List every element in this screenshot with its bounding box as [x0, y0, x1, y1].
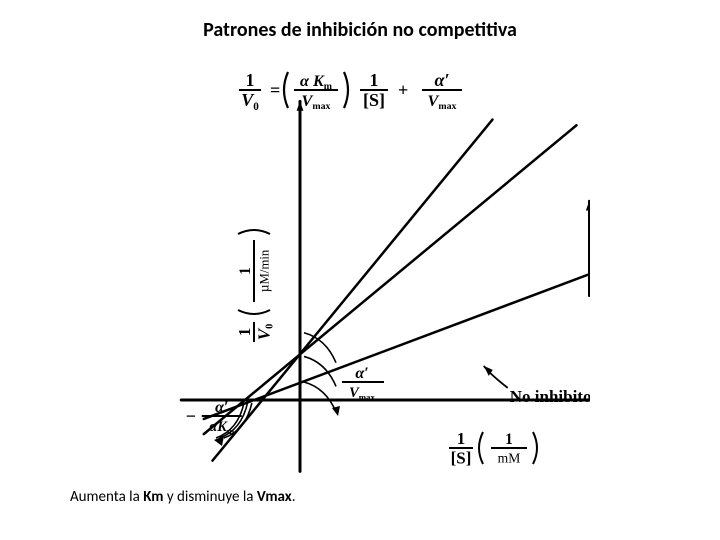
svg-text:[S]: [S]	[451, 448, 472, 467]
svg-text:1: 1	[237, 267, 254, 275]
caption-text-1: Aumenta la	[70, 488, 143, 506]
svg-text:=: =	[270, 80, 280, 100]
svg-text:µM/min: µM/min	[256, 249, 271, 292]
svg-text:1: 1	[235, 328, 254, 337]
caption-vmax: Vmax	[257, 488, 292, 506]
caption-km: Km	[143, 488, 163, 506]
svg-text:α′: α′	[355, 365, 368, 382]
caption-text-3: .	[292, 488, 296, 506]
svg-text:Vmax: Vmax	[349, 385, 375, 402]
svg-text:1: 1	[505, 431, 513, 448]
caption-text-2: y disminuye la	[163, 488, 256, 506]
svg-text:Vmax: Vmax	[302, 92, 331, 112]
svg-text:V0: V0	[241, 90, 259, 113]
svg-text:+: +	[398, 80, 408, 100]
svg-text:No inhibitor: No inhibitor	[510, 387, 590, 406]
svg-text:mM: mM	[498, 450, 521, 465]
svg-text:[S]: [S]	[363, 90, 385, 110]
svg-text:1: 1	[457, 429, 466, 448]
svg-text:1: 1	[370, 70, 379, 90]
slide-title: Patrones de inhibición no competitiva	[0, 18, 720, 42]
caption: Aumenta la Km y disminuye la Vmax.	[70, 488, 295, 506]
svg-text:1: 1	[246, 70, 255, 90]
lineweaver-burk-plot: No inhibitor[I]1V0=α KmVmax1[S]+α′Vmax1V…	[130, 60, 590, 480]
svg-text:α Km: α Km	[300, 72, 333, 92]
svg-text:α′: α′	[215, 399, 228, 416]
svg-text:−: −	[186, 406, 196, 426]
svg-text:αKm: αKm	[209, 419, 235, 436]
svg-text:V0: V0	[254, 324, 275, 340]
svg-text:α′: α′	[434, 70, 449, 90]
svg-text:Vmax: Vmax	[428, 92, 457, 112]
